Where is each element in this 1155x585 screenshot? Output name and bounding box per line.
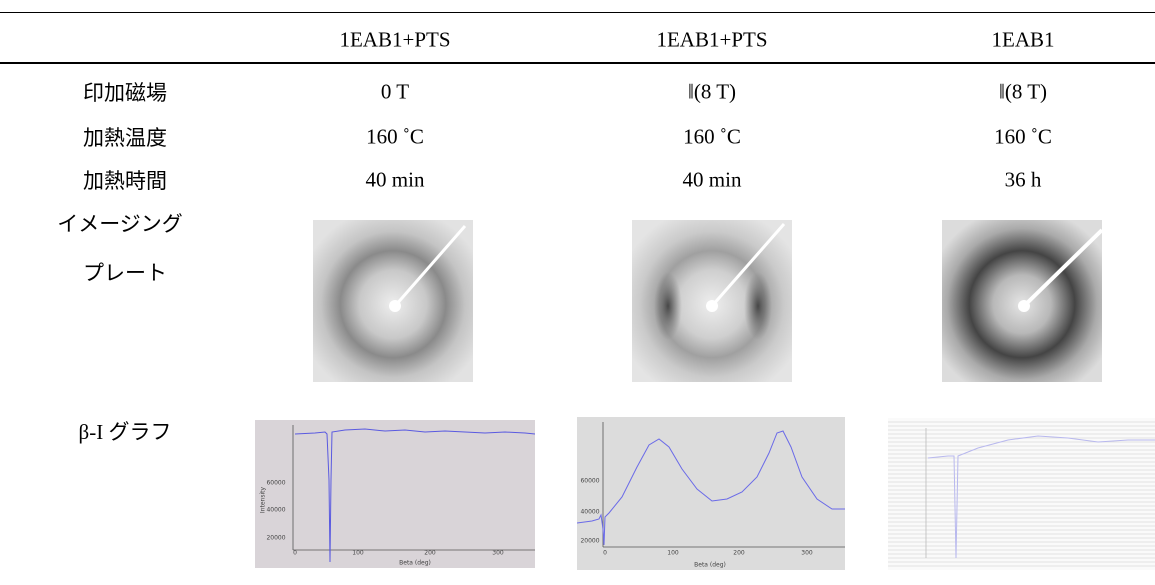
cell: 160 ˚C — [994, 124, 1052, 149]
graph-tick-label: 100 — [667, 549, 679, 557]
graph-tick-label: 0 — [603, 549, 607, 557]
graph-tick-label: 20000 — [266, 534, 286, 542]
graph-tick-label: 200 — [733, 549, 745, 557]
graph-tick-label: 0 — [293, 549, 297, 557]
graph-tick-label: 100 — [352, 549, 364, 557]
row-label: プレート — [83, 261, 167, 285]
top-rule — [0, 12, 1155, 13]
graph-tick-label: 20000 — [580, 537, 600, 545]
graph-axis-label: Intensity — [259, 486, 267, 514]
cell: 160 ˚C — [683, 124, 741, 149]
imaging-plate — [942, 220, 1102, 382]
row-label: 加熱時間 — [83, 169, 167, 193]
graph-image — [255, 420, 535, 568]
row-label: イメージング — [57, 212, 183, 236]
column-header: 1EAB1+PTS — [656, 27, 768, 52]
graph-tick-label: 200 — [424, 549, 436, 557]
cell: ‖(8 T) — [687, 79, 737, 104]
cell: 40 min — [365, 167, 425, 192]
cell: ‖(8 T) — [998, 79, 1048, 104]
graph-tick-label: 40000 — [266, 506, 286, 514]
graph-tick-label: 60000 — [266, 479, 286, 487]
graph-image — [888, 418, 1155, 570]
row-label: 印加磁場 — [83, 81, 167, 105]
row-label: 加熱温度 — [83, 126, 167, 150]
graph-tick-label: 40000 — [580, 508, 600, 516]
imaging-plate — [313, 220, 473, 382]
cell: 36 h — [1004, 167, 1042, 192]
graph-axis-label: Beta (deg) — [694, 561, 726, 569]
cell: 160 ˚C — [366, 124, 424, 149]
row-label: β-I グラフ — [78, 420, 172, 444]
graph-tick-label: 300 — [801, 549, 813, 557]
graph-axis-label: Beta (deg) — [399, 559, 431, 567]
column-header: 1EAB1 — [991, 27, 1055, 52]
cell: 0 T — [380, 79, 410, 104]
graph-tick-label: 60000 — [580, 477, 600, 485]
graph-tick-label: 300 — [492, 549, 504, 557]
graph-image — [577, 417, 845, 570]
imaging-plate — [632, 220, 792, 382]
cell: 40 min — [682, 167, 742, 192]
column-header: 1EAB1+PTS — [339, 27, 451, 52]
header-rule — [0, 62, 1155, 64]
